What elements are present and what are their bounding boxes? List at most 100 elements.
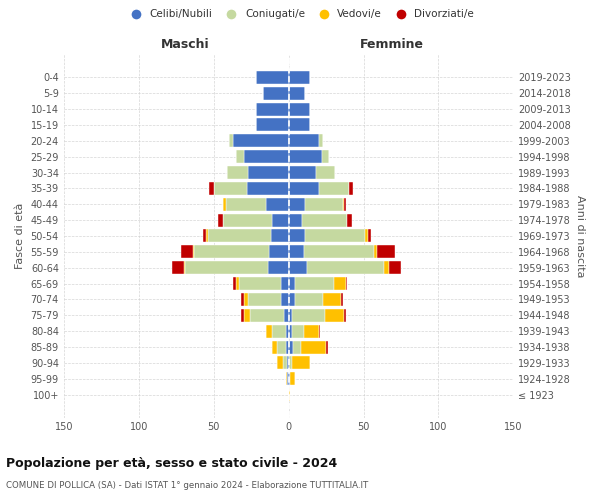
- Bar: [389, 261, 401, 274]
- Bar: [304, 324, 319, 338]
- Bar: [193, 246, 194, 258]
- Bar: [244, 293, 248, 306]
- Bar: [236, 150, 244, 163]
- Bar: [286, 324, 289, 338]
- Bar: [307, 261, 385, 274]
- Bar: [268, 261, 289, 274]
- Bar: [319, 182, 349, 195]
- Bar: [185, 261, 268, 274]
- Bar: [289, 150, 322, 163]
- Bar: [271, 230, 289, 242]
- Text: Maschi: Maschi: [161, 38, 209, 51]
- Y-axis label: Fasce di età: Fasce di età: [15, 203, 25, 269]
- Bar: [289, 118, 310, 132]
- Bar: [304, 246, 374, 258]
- Bar: [368, 230, 371, 242]
- Bar: [334, 277, 346, 290]
- Bar: [286, 372, 287, 386]
- Bar: [206, 230, 208, 242]
- Bar: [172, 261, 184, 274]
- Bar: [287, 356, 289, 370]
- Bar: [226, 198, 266, 211]
- Bar: [346, 277, 347, 290]
- Bar: [289, 182, 319, 195]
- Bar: [263, 86, 289, 100]
- Bar: [194, 246, 269, 258]
- Bar: [223, 198, 226, 211]
- Bar: [385, 261, 389, 274]
- Bar: [233, 277, 236, 290]
- Bar: [316, 166, 335, 179]
- Bar: [248, 293, 281, 306]
- Bar: [289, 324, 292, 338]
- Bar: [286, 340, 289, 353]
- Bar: [256, 71, 289, 84]
- Bar: [289, 277, 295, 290]
- Bar: [281, 293, 289, 306]
- Text: COMUNE DI POLLICA (SA) - Dati ISTAT 1° gennaio 2024 - Elaborazione TUTTITALIA.IT: COMUNE DI POLLICA (SA) - Dati ISTAT 1° g…: [6, 481, 368, 490]
- Bar: [344, 198, 346, 211]
- Bar: [325, 309, 344, 322]
- Bar: [289, 86, 305, 100]
- Bar: [302, 214, 347, 226]
- Bar: [295, 277, 334, 290]
- Bar: [289, 261, 307, 274]
- Bar: [244, 150, 289, 163]
- Bar: [289, 166, 316, 179]
- Bar: [203, 230, 206, 242]
- Bar: [365, 230, 368, 242]
- Bar: [292, 309, 325, 322]
- Bar: [322, 150, 329, 163]
- Bar: [323, 293, 341, 306]
- Bar: [301, 340, 326, 353]
- Bar: [266, 324, 272, 338]
- Bar: [281, 277, 289, 290]
- Bar: [290, 372, 295, 386]
- Bar: [244, 309, 250, 322]
- Bar: [292, 324, 304, 338]
- Bar: [277, 340, 286, 353]
- Bar: [289, 246, 304, 258]
- Bar: [289, 71, 310, 84]
- Bar: [181, 246, 193, 258]
- Bar: [295, 293, 323, 306]
- Bar: [266, 198, 289, 211]
- Bar: [241, 293, 244, 306]
- Bar: [229, 134, 233, 147]
- Bar: [341, 293, 343, 306]
- Bar: [272, 214, 289, 226]
- Bar: [218, 214, 223, 226]
- Text: Popolazione per età, sesso e stato civile - 2024: Popolazione per età, sesso e stato civil…: [6, 458, 337, 470]
- Bar: [319, 324, 320, 338]
- Bar: [227, 166, 248, 179]
- Bar: [248, 166, 289, 179]
- Bar: [272, 340, 277, 353]
- Bar: [289, 388, 290, 401]
- Text: Femmine: Femmine: [360, 38, 424, 51]
- Bar: [289, 372, 290, 386]
- Legend: Celibi/Nubili, Coniugati/e, Vedovi/e, Divorziati/e: Celibi/Nubili, Coniugati/e, Vedovi/e, Di…: [122, 5, 478, 24]
- Bar: [284, 309, 289, 322]
- Bar: [326, 340, 328, 353]
- Bar: [292, 356, 310, 370]
- Bar: [250, 309, 284, 322]
- Bar: [277, 356, 283, 370]
- Bar: [184, 261, 185, 274]
- Bar: [209, 182, 214, 195]
- Bar: [247, 182, 289, 195]
- Bar: [256, 102, 289, 116]
- Bar: [289, 340, 293, 353]
- Bar: [289, 134, 319, 147]
- Bar: [349, 182, 353, 195]
- Y-axis label: Anni di nascita: Anni di nascita: [575, 194, 585, 277]
- Bar: [289, 198, 305, 211]
- Bar: [269, 246, 289, 258]
- Bar: [233, 134, 289, 147]
- Bar: [256, 118, 289, 132]
- Bar: [343, 198, 344, 211]
- Bar: [377, 246, 395, 258]
- Bar: [208, 230, 271, 242]
- Bar: [289, 309, 292, 322]
- Bar: [214, 182, 247, 195]
- Bar: [374, 246, 377, 258]
